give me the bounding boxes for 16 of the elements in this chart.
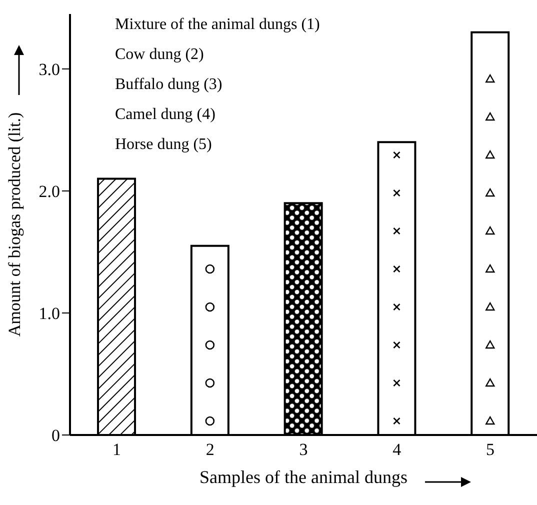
x-tick-label: 3	[299, 440, 308, 460]
annotation: Cow dung (2)	[115, 45, 205, 65]
y-tick-label: 3.0	[38, 60, 60, 79]
annotation: Camel dung (4)	[115, 105, 216, 125]
y-axis-title: Amount of biogas produced (lit.)	[5, 112, 24, 337]
y-tick-label: 2.0	[38, 182, 60, 201]
y-tick-label: 0	[52, 426, 60, 446]
x-tick-label: 4	[392, 440, 402, 460]
annotation: Mixture of the animal dungs (1)	[115, 15, 320, 35]
y-tick-label: 1.0	[38, 304, 60, 324]
annotation: Horse dung (5)	[115, 135, 213, 155]
x-tick-label: 5	[486, 440, 495, 460]
annotation: Buffalo dung (3)	[115, 75, 224, 95]
x-tick-label: 2	[206, 440, 214, 460]
x-tick-label: 1	[112, 440, 121, 460]
x-axis-title: Samples of the animal dungs	[200, 467, 408, 487]
